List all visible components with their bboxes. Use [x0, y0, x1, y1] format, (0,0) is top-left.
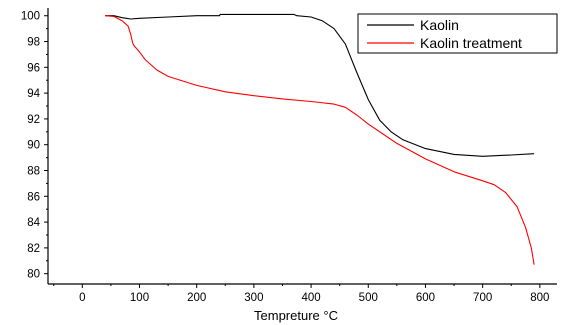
x-tick-label-300: 300	[244, 292, 263, 304]
x-tick-label-700: 700	[473, 292, 492, 304]
x-tick-label-500: 500	[359, 292, 378, 304]
y-tick-label-86: 86	[27, 191, 40, 203]
y-tick-label-92: 92	[27, 114, 40, 126]
y-tick-label-84: 84	[27, 217, 40, 229]
x-tick-label-800: 800	[530, 292, 549, 304]
y-tick-label-94: 94	[27, 88, 40, 100]
y-tick-label-100: 100	[21, 11, 40, 23]
x-tick-label-600: 600	[416, 292, 435, 304]
legend-box	[357, 13, 558, 54]
series-line-1	[105, 15, 535, 265]
y-tick-label-96: 96	[27, 62, 40, 74]
legend: Kaolin Kaolin treatment	[357, 13, 558, 54]
x-tick-label-400: 400	[301, 292, 320, 304]
y-tick-label-82: 82	[27, 243, 40, 255]
series-line-0	[105, 13, 535, 157]
x-axis-title: Tempreture °C	[254, 308, 338, 323]
legend-label-1: Kaolin treatment	[420, 35, 522, 51]
y-tick-label-88: 88	[27, 166, 40, 178]
x-tick-label-100: 100	[130, 292, 149, 304]
y-tick-label-80: 80	[27, 269, 40, 281]
y-tick-label-90: 90	[27, 140, 40, 152]
y-tick-label-98: 98	[27, 37, 40, 49]
x-tick-label-200: 200	[187, 292, 206, 304]
legend-label-0: Kaolin	[420, 17, 459, 33]
axes-group: 80 82 84 86 88 90 92 94 96 98 100 0 100 200 300 400 500 6…	[21, 8, 557, 304]
x-tick-label-0: 0	[79, 292, 85, 304]
series-group	[105, 13, 535, 265]
